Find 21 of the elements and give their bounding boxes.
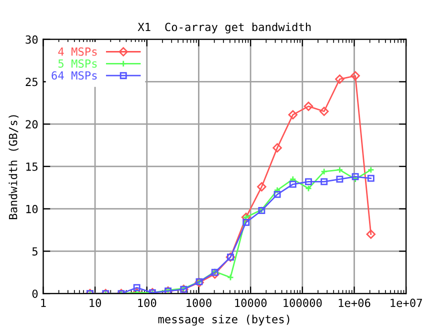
legend-label: 64 MSPs	[52, 71, 97, 80]
y-tick-label: 0	[32, 290, 38, 298]
chart-title: X1 Co-array get bandwidth	[138, 22, 311, 34]
x-tick-label: 100000	[284, 298, 322, 308]
x-tick-label: 10	[90, 298, 102, 308]
y-tick-label: 25	[26, 78, 38, 86]
y-tick-label: 30	[26, 35, 38, 44]
y-tick-label: 10	[26, 204, 38, 214]
x-tick-label: 100	[138, 298, 156, 308]
x-tick-label: 10000	[235, 298, 267, 308]
x-axis-title: message size (bytes)	[158, 314, 290, 326]
legend-label: 4 MSPs	[58, 47, 97, 56]
y-tick-label: 5	[32, 247, 38, 256]
y-axis-title: Bandwidth (GB/s)	[8, 115, 19, 220]
x-tick-label: 1000	[186, 298, 212, 308]
y-tick-label: 15	[26, 162, 38, 171]
x-tick-label: 1e+06	[338, 298, 370, 308]
x-tick-label: 1	[41, 298, 46, 307]
x-tick-label: 1e+07	[390, 298, 422, 308]
legend-label: 5 MSPs	[58, 59, 97, 68]
y-tick-label: 20	[26, 120, 38, 128]
